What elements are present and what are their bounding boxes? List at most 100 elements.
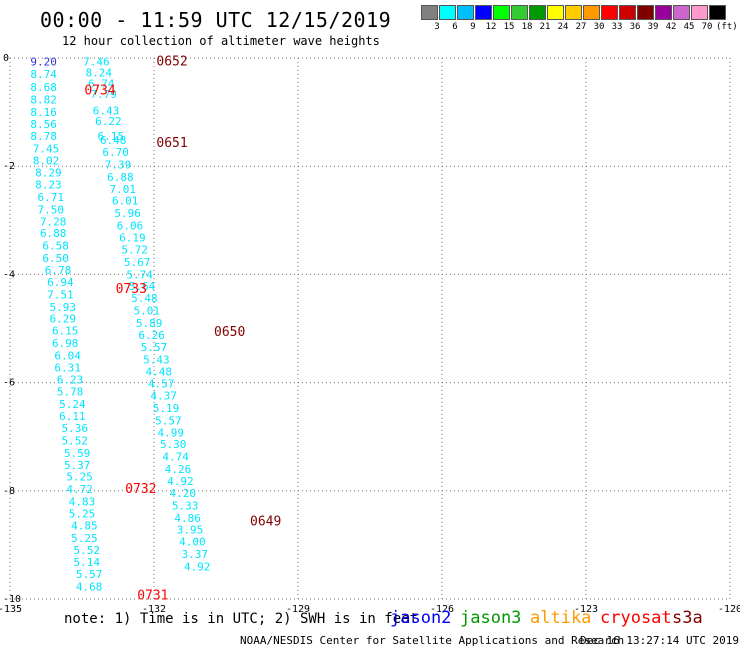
- wave-height-value: 6.29: [50, 313, 77, 326]
- wave-height-value: 5.24: [59, 398, 86, 411]
- scale-swatch: [511, 5, 528, 20]
- scale-label: 18: [521, 22, 533, 32]
- map-grid: [9, 57, 731, 600]
- wave-height-value: 8.16: [30, 106, 57, 119]
- wave-height-value: 6.88: [107, 171, 134, 184]
- x-tick-label: -135: [0, 604, 22, 615]
- wave-height-value: 6.01: [112, 195, 139, 208]
- wave-height-value: 6.78: [45, 264, 72, 277]
- wave-height-value: 5.64: [129, 280, 156, 293]
- y-tick-label: -2: [3, 161, 15, 172]
- wave-height-value: 6.22: [95, 115, 122, 128]
- wave-height-value: 6.26: [138, 329, 165, 342]
- scale-label: 24: [557, 22, 569, 32]
- wave-height-value: 6.70: [102, 146, 129, 159]
- pass-time-label: 0734: [84, 83, 115, 98]
- wave-height-value: 6.04: [54, 349, 81, 362]
- wave-height-value: 7.39: [105, 158, 132, 171]
- scale-label: 30: [593, 22, 605, 32]
- wave-height-value: 6.19: [119, 232, 146, 245]
- credit-left: NOAA/NESDIS Center for Satellite Applica…: [240, 634, 625, 647]
- wave-height-value: 6.58: [42, 240, 69, 253]
- wave-height-value: 4.20: [170, 487, 197, 500]
- wave-height-value: 6.15: [52, 325, 79, 338]
- x-tick-label: -129: [286, 604, 310, 615]
- wave-height-value: 7.46: [83, 56, 110, 69]
- wave-height-value: 8.82: [30, 94, 57, 107]
- wave-height-value: 4.92: [184, 560, 211, 573]
- wave-height-value: 6.11: [59, 410, 86, 423]
- scale-label: 39: [647, 22, 659, 32]
- scale-swatch: [457, 5, 474, 20]
- scale-label: 15: [503, 22, 515, 32]
- scale-swatch: [421, 5, 438, 20]
- wave-height-value: 6.06: [117, 220, 144, 233]
- wave-height-value: 4.74: [162, 451, 189, 464]
- wave-height-value: 5.25: [69, 507, 96, 520]
- scale-label: 27: [575, 22, 587, 32]
- scale-swatch: [619, 5, 636, 20]
- scale-swatch: [493, 5, 510, 20]
- wave-height-value: 5.59: [64, 447, 91, 460]
- wave-height-value: 8.24: [86, 67, 113, 80]
- scale-swatch: [529, 5, 546, 20]
- pass-time-label: 0732: [125, 482, 156, 497]
- axis-ticks: -135 -132 -129 -126 -123 -120 0 -2 -4 -6 -8 -10: [0, 53, 740, 615]
- wave-height-value: 4.68: [76, 580, 103, 593]
- y-tick-label: -8: [3, 486, 15, 497]
- wave-height-value: 5.36: [62, 422, 89, 435]
- scale-label: 6: [452, 22, 458, 32]
- scale-label: 33: [611, 22, 623, 32]
- wave-height-value: 6.31: [54, 361, 81, 374]
- wave-height-value: 6.74: [88, 77, 115, 90]
- wave-height-value: 8.74: [30, 68, 57, 81]
- wave-height-value: 5.25: [71, 532, 98, 545]
- wave-height-value: 4.92: [167, 475, 194, 488]
- wave-height-value: 4.00: [179, 536, 206, 549]
- wave-height-value: 8.02: [33, 155, 60, 168]
- pass-time-label: 0651: [156, 136, 187, 151]
- wave-height-value: 6.23: [57, 373, 84, 386]
- y-tick-label: 0: [3, 53, 9, 64]
- wave-height-value: 3.95: [177, 524, 204, 537]
- scale-label: 21: [539, 22, 551, 32]
- wave-height-value: 7.79: [90, 88, 117, 101]
- y-tick-label: -10: [3, 594, 21, 605]
- wave-height-value: 4.85: [71, 519, 98, 532]
- wave-height-value: 5.25: [66, 471, 93, 484]
- wave-height-value: 5.14: [74, 556, 101, 569]
- wave-height-value: 8.78: [30, 130, 57, 143]
- scale-swatch: [691, 5, 708, 20]
- scale-label: 9: [470, 22, 476, 32]
- scale-label: 45: [683, 22, 695, 32]
- wave-height-value: 5.93: [50, 301, 77, 314]
- footer-note: note: 1) Time is in UTC; 2) SWH is in fe…: [64, 611, 419, 627]
- scale-swatch: [547, 5, 564, 20]
- color-scale: [421, 5, 727, 20]
- wave-height-value: 4.48: [146, 366, 173, 379]
- wave-height-value: 7.01: [110, 183, 137, 196]
- y-tick-label: -4: [3, 269, 15, 280]
- wave-height-value: 5.52: [74, 544, 101, 557]
- wave-height-value: 4.86: [174, 512, 201, 525]
- pass-time-label: 0649: [250, 515, 281, 530]
- credit-right: Dec 16 13:27:14 UTC 2019: [580, 634, 739, 647]
- wave-height-value: 5.57: [76, 568, 103, 581]
- scale-label: 12: [485, 22, 497, 32]
- wave-height-value: 7.51: [47, 288, 74, 301]
- x-tick-label: -120: [718, 604, 740, 615]
- wave-height-value: 5.52: [62, 434, 89, 447]
- wave-height-value: 5.57: [141, 341, 168, 354]
- wave-height-value: 5.48: [131, 292, 158, 305]
- wave-height-value: 6.43: [93, 104, 120, 117]
- pass-time-label: 0652: [156, 55, 187, 70]
- wave-height-value: 5.74: [126, 268, 153, 281]
- legend-altika: altika: [530, 608, 592, 628]
- scale-label: 42: [665, 22, 677, 32]
- wave-height-value: 6.94: [47, 276, 74, 289]
- wave-height-value: 8.56: [30, 118, 57, 131]
- scale-label: 3: [434, 22, 440, 32]
- scale-swatch: [565, 5, 582, 20]
- wave-height-value: 6.71: [38, 191, 65, 204]
